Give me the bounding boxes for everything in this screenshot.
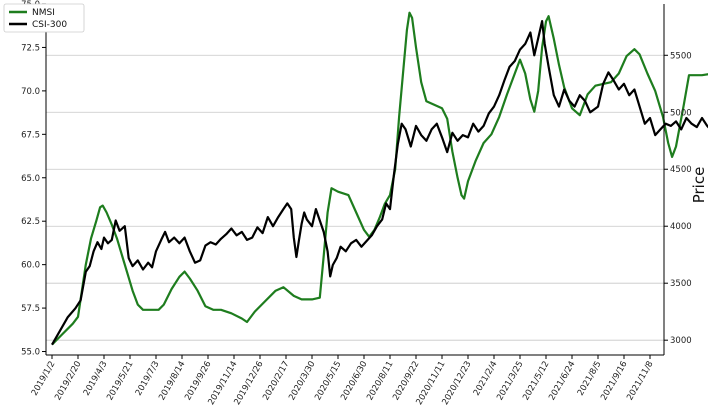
legend-label-nmsi: NMSI	[32, 8, 55, 18]
x-tick-label-4: 2019/7/3	[134, 360, 162, 398]
left-y-axis-ticks: 55.057.560.062.565.067.570.072.575.0	[21, 0, 46, 358]
left-tick-label-1: 57.5	[21, 304, 40, 314]
x-tick-label-0: 2019/1/2	[30, 360, 58, 398]
right-tick-label-0: 3000	[670, 336, 692, 346]
axes	[45, 4, 665, 356]
left-tick-label-6: 70.0	[21, 87, 40, 97]
series-line-nmsi	[51, 11, 708, 346]
left-tick-label-2: 60.0	[21, 261, 40, 271]
right-tick-label-1: 3500	[670, 279, 692, 289]
x-tick-label-17: 2021/2/4	[472, 360, 500, 398]
right-tick-label-4: 5000	[670, 108, 692, 118]
right-tick-label-5: 5500	[670, 51, 692, 61]
x-tick-label-20: 2021/6/24	[547, 360, 577, 403]
left-tick-label-5: 67.5	[21, 130, 40, 140]
right-tick-label-3: 4500	[670, 165, 692, 175]
legend: NMSI CSI-300	[3, 3, 85, 33]
series-lines	[51, 11, 708, 346]
left-tick-label-3: 62.5	[21, 217, 40, 227]
x-tick-label-2: 2019/4/3	[82, 360, 110, 398]
series-line-csi-300	[51, 20, 708, 346]
left-tick-label-7: 72.5	[21, 43, 40, 53]
x-tick-label-3: 2019/5/21	[105, 360, 135, 403]
x-tick-label-23: 2021/11/8	[625, 360, 655, 403]
gridlines	[46, 54, 664, 341]
left-tick-label-4: 65.0	[21, 174, 40, 184]
right-tick-label-2: 4000	[670, 222, 692, 232]
x-tick-label-21: 2021/8/5	[576, 360, 604, 398]
legend-label-csi300: CSI-300	[32, 20, 67, 30]
right-y-axis-ticks: 3000 3500 4000 4500 5000 5500	[664, 51, 692, 346]
x-axis-ticks: 2019/1/22019/2/202019/4/32019/5/212019/7…	[30, 355, 656, 407]
left-tick-label-0: 55.0	[21, 348, 40, 358]
right-y-axis-label: Price	[690, 167, 708, 204]
x-tick-label-1: 2019/2/20	[53, 360, 83, 403]
